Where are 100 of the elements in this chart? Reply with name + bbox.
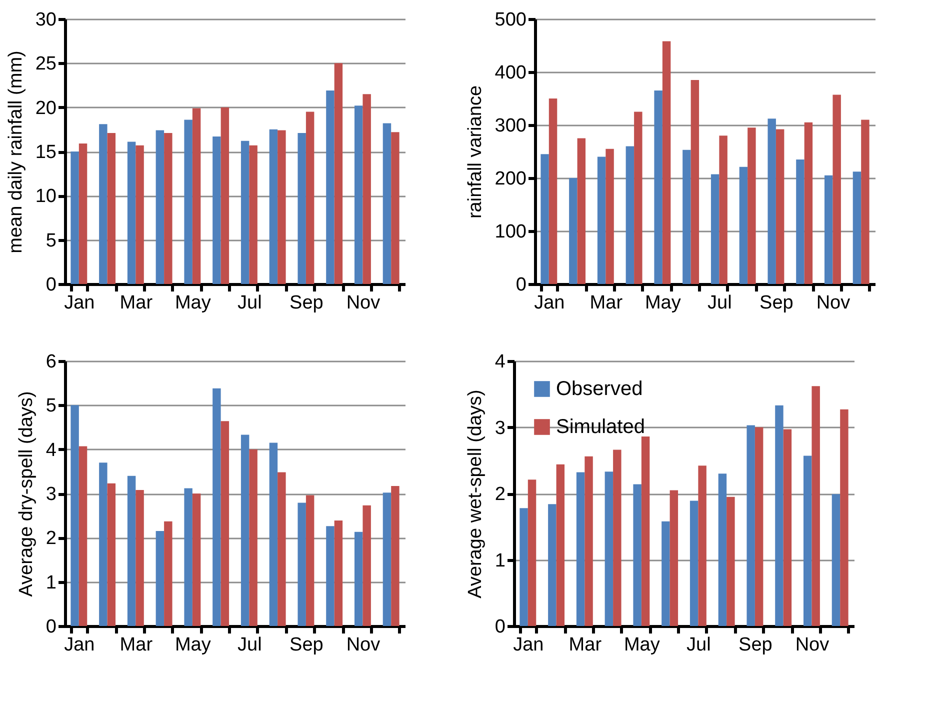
bar [556, 464, 565, 626]
bar [682, 150, 691, 284]
x-tick-label: Nov [795, 634, 830, 656]
bar [548, 98, 558, 284]
y-tick-label: 100 [494, 222, 526, 242]
bar [613, 450, 622, 626]
bar [528, 480, 536, 626]
y-tick-label: 30 [35, 10, 56, 30]
bar [240, 140, 250, 284]
y-tick-label: 5 [46, 230, 56, 252]
bar [690, 80, 700, 284]
bar [354, 106, 363, 284]
bar [184, 120, 192, 284]
bar [192, 108, 201, 284]
x-tick-label: Sep [290, 634, 324, 656]
bar [278, 472, 286, 626]
bar [754, 427, 764, 626]
bar [718, 474, 727, 626]
bar [192, 494, 201, 626]
x-tick-label: Jul [686, 634, 711, 656]
bar [306, 112, 314, 284]
bar [354, 532, 363, 626]
bar [127, 142, 136, 284]
bar [803, 456, 812, 626]
y-tick-label: 3 [494, 418, 506, 439]
bar [634, 112, 642, 284]
bar [840, 409, 848, 626]
y-tick-label: 1 [46, 572, 56, 594]
bar [306, 495, 314, 626]
bar [739, 166, 748, 284]
bar [220, 421, 230, 626]
bar [812, 386, 820, 626]
bar [298, 132, 306, 284]
y-tick-label: 200 [494, 168, 526, 190]
bar [391, 132, 400, 284]
bar [99, 124, 108, 284]
x-tick-label: May [644, 292, 682, 314]
x-tick-label: Nov [816, 292, 851, 314]
bar [362, 505, 371, 626]
bar [136, 145, 144, 284]
y-tick-label: 6 [46, 352, 56, 372]
bar [776, 129, 784, 284]
bar [184, 488, 192, 626]
bar [326, 90, 334, 284]
bar [548, 504, 556, 626]
bar [107, 132, 116, 284]
bar [748, 128, 756, 284]
y-axis-title: Average wet-spell (days) [464, 390, 486, 598]
bar [391, 486, 400, 626]
bar [298, 502, 306, 626]
bar [832, 494, 840, 626]
bar [832, 94, 841, 284]
bar [269, 442, 278, 626]
bar [78, 144, 88, 284]
x-tick-label: May [174, 292, 212, 314]
bar [99, 462, 108, 626]
bar [382, 123, 392, 284]
bar [584, 456, 593, 626]
bar [719, 136, 728, 284]
legend-label: Observed [556, 378, 643, 400]
bar [127, 476, 136, 626]
y-tick-label: 4 [494, 352, 506, 372]
x-tick-label: Jan [513, 634, 544, 656]
bar [156, 531, 164, 626]
y-tick-label: 300 [494, 116, 526, 136]
x-tick-label: Jan [64, 292, 95, 314]
y-axis-title: rainfall variance [464, 85, 486, 219]
bar [136, 490, 144, 626]
y-tick-label: 0 [46, 274, 56, 296]
bar [597, 156, 606, 284]
x-tick-label: Sep [738, 634, 772, 656]
bar [775, 405, 784, 626]
bar [269, 129, 278, 284]
bar [768, 118, 776, 284]
bar [249, 145, 258, 284]
y-tick-label: 5 [46, 396, 56, 417]
bar [698, 466, 706, 626]
x-tick-label: Mar [568, 634, 602, 656]
bar [861, 120, 870, 284]
y-axis-title: mean daily rainfall (mm) [5, 50, 26, 254]
y-tick-label: 4 [46, 440, 57, 461]
x-tick-label: Nov [346, 292, 381, 314]
bar [796, 159, 804, 284]
bar [70, 152, 79, 284]
bar [824, 175, 833, 284]
y-tick-label: 3 [46, 484, 56, 505]
bar [240, 434, 250, 626]
bar [783, 429, 792, 626]
bar [662, 41, 671, 284]
x-tick-label: Jul [708, 292, 732, 314]
x-tick-label: Mar [590, 292, 624, 314]
bar [670, 490, 678, 626]
y-tick-label: 2 [46, 528, 56, 550]
x-tick-label: Sep [290, 292, 324, 314]
bar [278, 130, 286, 284]
x-tick-label: Jan [534, 292, 565, 314]
bar [626, 146, 634, 284]
y-tick-label: 1 [494, 550, 506, 572]
bar [212, 388, 221, 626]
bar [326, 526, 334, 626]
